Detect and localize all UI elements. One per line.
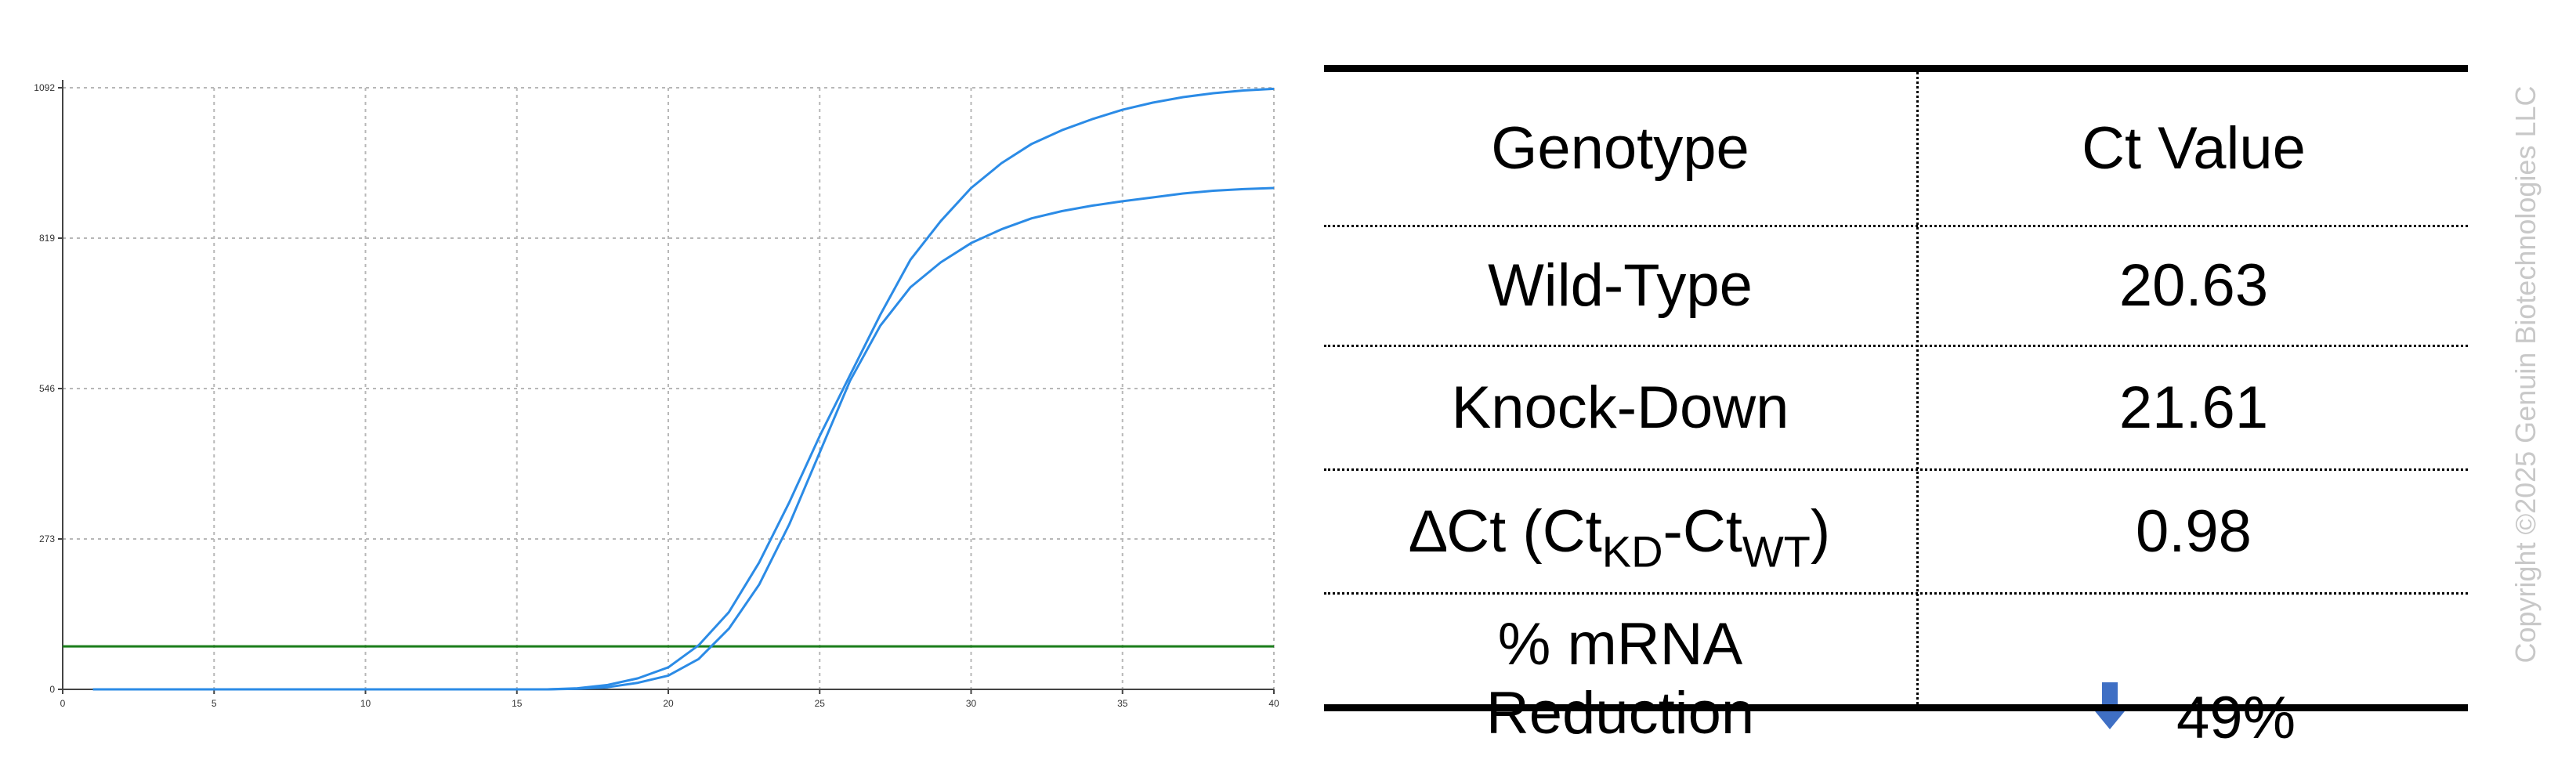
table-row-divider <box>1324 345 2468 347</box>
row-knock-down-value: 21.61 <box>2118 374 2269 441</box>
x-tick-label: 35 <box>1117 698 1128 709</box>
x-tick-label: 30 <box>966 698 977 709</box>
row-knock-down-label: Knock-Down <box>1451 374 1789 441</box>
row-mrna-reduction-label: % mRNA Reduction <box>1324 595 1916 763</box>
y-tick-label: 0 <box>49 684 55 695</box>
x-tick-label: 25 <box>815 698 826 709</box>
table-row-divider <box>1324 225 2468 227</box>
qpcr-amplification-chart: 0 5 10 15 20 25 30 35 40 0 273 546 819 1092 <box>0 0 1301 730</box>
results-table: Genotype Ct Value Wild-Type 20.63 Knock-… <box>1324 65 2468 751</box>
x-tick-label: 10 <box>360 698 371 709</box>
y-tick-label: 1092 <box>34 82 55 93</box>
table-column-divider <box>1916 72 1919 704</box>
row-delta-ct-value: 0.98 <box>2136 497 2252 565</box>
table-row-divider <box>1324 592 2468 595</box>
table-top-rule <box>1324 65 2468 72</box>
delta-ct-end: ) <box>1810 497 1831 565</box>
header-genotype: Genotype <box>1491 114 1749 182</box>
delta-ct-sub-kd: KD <box>1601 526 1663 577</box>
amplification-curve-2 <box>92 186 1275 691</box>
header-ct-value: Ct Value <box>2082 114 2306 182</box>
x-tick-label: 40 <box>1268 698 1279 709</box>
row-mrna-reduction-value-cell: 49% <box>1919 595 2468 763</box>
y-tick-label: 819 <box>39 233 55 244</box>
row-delta-ct-label: ∆Ct (CtKD-CtWT) <box>1324 471 1916 592</box>
x-tick-label: 20 <box>663 698 674 709</box>
chart-svg: 0 5 10 15 20 25 30 35 40 0 273 546 819 1092 <box>34 80 1279 709</box>
x-tick-label: 15 <box>512 698 523 709</box>
delta-ct-text: ∆Ct (Ct <box>1409 497 1602 565</box>
mrna-reduction-line1: % mRNA <box>1497 611 1743 678</box>
table-row-divider <box>1324 468 2468 471</box>
row-wild-type-label: Wild-Type <box>1488 252 1753 320</box>
x-tick-label: 0 <box>60 698 66 709</box>
delta-ct-mid: -Ct <box>1662 497 1742 565</box>
mrna-reduction-value: 49% <box>2176 684 2296 751</box>
mrna-reduction-line2: Reduction <box>1485 679 1755 747</box>
y-tick-label: 546 <box>39 383 55 394</box>
y-tick-label: 273 <box>39 533 55 544</box>
row-wild-type-value: 20.63 <box>2118 252 2269 320</box>
x-tick-label: 5 <box>212 698 217 709</box>
delta-ct-sub-wt: WT <box>1742 526 1811 577</box>
copyright-notice: Copyright ©2025 Genuin Biotechnologies L… <box>2509 85 2542 664</box>
table-bottom-rule <box>1324 704 2468 711</box>
